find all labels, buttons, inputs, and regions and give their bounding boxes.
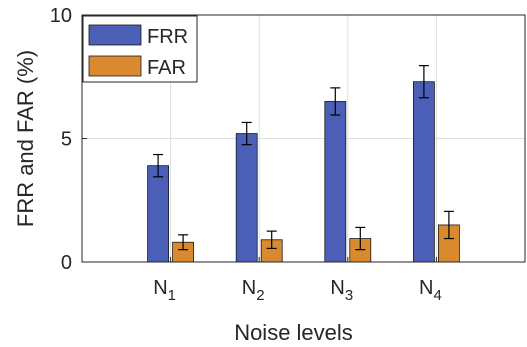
x-axis-label: Noise levels (234, 320, 353, 345)
legend-label-frr: FRR (147, 26, 188, 48)
bar-frr-1 (147, 165, 170, 263)
x-tick-label-2: N2 (242, 277, 265, 304)
y-tick-label-0: 0 (61, 252, 72, 274)
bar-frr-2 (235, 133, 258, 263)
errorbar-frr-1 (153, 153, 164, 178)
errorbar-frr-4 (418, 65, 429, 99)
x-tick-label-1: N1 (153, 277, 176, 304)
x-tick-label-3: N3 (330, 277, 353, 304)
y-tick-label-2: 10 (50, 5, 72, 27)
bar-frr-3 (324, 101, 347, 263)
y-axis-label: FRR and FAR (%) (13, 50, 38, 227)
errorbar-frr-3 (330, 87, 341, 116)
errorbar-far-1 (178, 234, 189, 251)
errorbar-far-4 (443, 210, 454, 240)
legend-swatch-far (88, 55, 142, 77)
errorbar-frr-2 (241, 121, 252, 146)
errorbar-far-2 (266, 230, 277, 250)
y-tick-label-1: 5 (61, 129, 72, 151)
x-tick-label-4: N4 (419, 277, 442, 304)
legend: FRR FAR (82, 15, 198, 83)
errorbar-far-3 (355, 226, 366, 251)
legend-label-far: FAR (147, 57, 186, 79)
bar-frr-4 (412, 81, 435, 263)
legend-swatch-frr (88, 24, 142, 46)
